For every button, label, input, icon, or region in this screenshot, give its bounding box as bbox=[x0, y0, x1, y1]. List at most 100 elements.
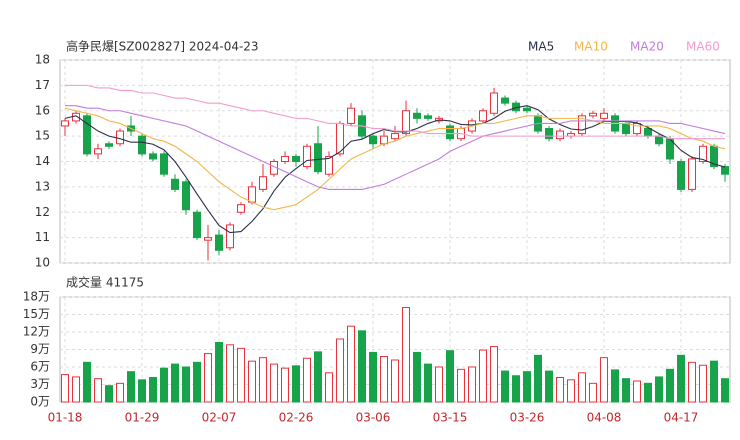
y-tick-label: 15万 bbox=[23, 307, 50, 321]
candle-body bbox=[105, 143, 113, 147]
volume-bar bbox=[160, 367, 168, 403]
volume-bar bbox=[435, 366, 443, 403]
volume-bar bbox=[94, 378, 102, 403]
volume-bar bbox=[237, 347, 245, 403]
candle-body bbox=[94, 148, 102, 155]
y-tick-label: 13 bbox=[35, 179, 50, 193]
volume-bar bbox=[501, 370, 509, 403]
candle-body bbox=[237, 204, 245, 213]
candle-body bbox=[622, 122, 630, 135]
volume-bar bbox=[512, 375, 520, 403]
y-tick-label: 9万 bbox=[30, 342, 50, 356]
x-tick-label: 01-29 bbox=[125, 411, 160, 425]
x-tick-label: 03-15 bbox=[433, 411, 468, 425]
volume-bar bbox=[292, 365, 300, 403]
candle-body bbox=[380, 135, 388, 145]
candle-body bbox=[501, 97, 509, 104]
volume-bar bbox=[138, 379, 146, 403]
volume-bar bbox=[336, 338, 344, 403]
legend-label: MA10 bbox=[574, 40, 608, 54]
volume-bar bbox=[281, 367, 289, 403]
y-tick-label: 16 bbox=[35, 103, 50, 117]
volume-bar bbox=[699, 364, 707, 403]
candle-body bbox=[644, 128, 652, 137]
candle-body bbox=[699, 145, 707, 162]
candle-body bbox=[182, 181, 190, 211]
volume-bar bbox=[127, 371, 135, 403]
volume-bar bbox=[402, 307, 410, 403]
candle-body bbox=[325, 155, 333, 175]
volume-bar bbox=[446, 350, 454, 403]
ma-line bbox=[65, 105, 726, 190]
volume-bar bbox=[545, 370, 553, 403]
volume-bar bbox=[589, 382, 597, 403]
volume-bar bbox=[259, 357, 267, 403]
volume-bar bbox=[215, 342, 223, 403]
volume-bar bbox=[270, 363, 278, 403]
volume-bar bbox=[380, 356, 388, 403]
candle-body bbox=[116, 130, 124, 145]
candle-body bbox=[149, 153, 157, 160]
candle-body bbox=[424, 115, 432, 119]
volume-bar bbox=[182, 366, 190, 403]
x-tick-label: 01-18 bbox=[48, 411, 83, 425]
volume-bar bbox=[457, 368, 465, 403]
volume-bar bbox=[567, 379, 575, 403]
volume-bar bbox=[523, 371, 531, 403]
volume-bar bbox=[677, 354, 685, 403]
candle-body bbox=[655, 135, 663, 145]
volume-bar bbox=[556, 377, 564, 403]
y-tick-label: 15 bbox=[35, 129, 50, 143]
candle-body bbox=[347, 107, 355, 124]
legend-label: MA20 bbox=[630, 40, 664, 54]
volume-bar bbox=[490, 346, 498, 403]
volume-bar bbox=[325, 372, 333, 403]
y-tick-label: 12万 bbox=[23, 325, 50, 339]
candle-body bbox=[578, 115, 586, 135]
candle-body bbox=[83, 115, 91, 155]
candle-body bbox=[413, 112, 421, 119]
candle-body bbox=[248, 186, 256, 203]
candle-body bbox=[138, 135, 146, 155]
volume-bar bbox=[391, 359, 399, 403]
candle-body bbox=[369, 135, 377, 145]
volume-bar bbox=[83, 361, 91, 403]
volume-bar bbox=[655, 376, 663, 403]
volume-bar bbox=[61, 374, 69, 403]
volume-title: 成交量 41175 bbox=[66, 275, 144, 290]
ma-line bbox=[65, 84, 725, 140]
y-tick-label: 3万 bbox=[30, 377, 50, 391]
volume-bar bbox=[710, 360, 718, 403]
volume-bar bbox=[721, 378, 729, 403]
volume-bar bbox=[413, 351, 421, 403]
candle-body bbox=[402, 110, 410, 135]
volume-bar bbox=[600, 357, 608, 403]
candle-body bbox=[490, 92, 498, 114]
candle-body bbox=[391, 133, 399, 140]
candle-body bbox=[259, 176, 267, 190]
x-tick-label: 03-26 bbox=[510, 411, 545, 425]
ma-line bbox=[64, 107, 726, 211]
y-tick-label: 17 bbox=[35, 78, 50, 92]
y-tick-label: 14 bbox=[35, 154, 50, 168]
candle-body bbox=[303, 145, 311, 168]
volume-bar bbox=[303, 357, 311, 403]
candle-body bbox=[171, 178, 179, 190]
volume-bar bbox=[534, 354, 542, 403]
volume-bar bbox=[688, 361, 696, 403]
candle-body bbox=[589, 112, 597, 117]
legend-label: MA60 bbox=[686, 40, 720, 54]
candle-body bbox=[292, 155, 300, 163]
volume-bar bbox=[193, 361, 201, 403]
y-tick-label: 6万 bbox=[30, 360, 50, 374]
volume-bar bbox=[644, 382, 652, 403]
y-tick-label: 12 bbox=[35, 205, 50, 219]
volume-bar bbox=[358, 330, 366, 403]
volume-bar bbox=[226, 344, 234, 403]
volume-bar bbox=[369, 351, 377, 403]
volume-bar bbox=[622, 378, 630, 403]
candle-body bbox=[545, 128, 553, 140]
volume-bar bbox=[105, 385, 113, 403]
candle-body bbox=[226, 224, 234, 249]
